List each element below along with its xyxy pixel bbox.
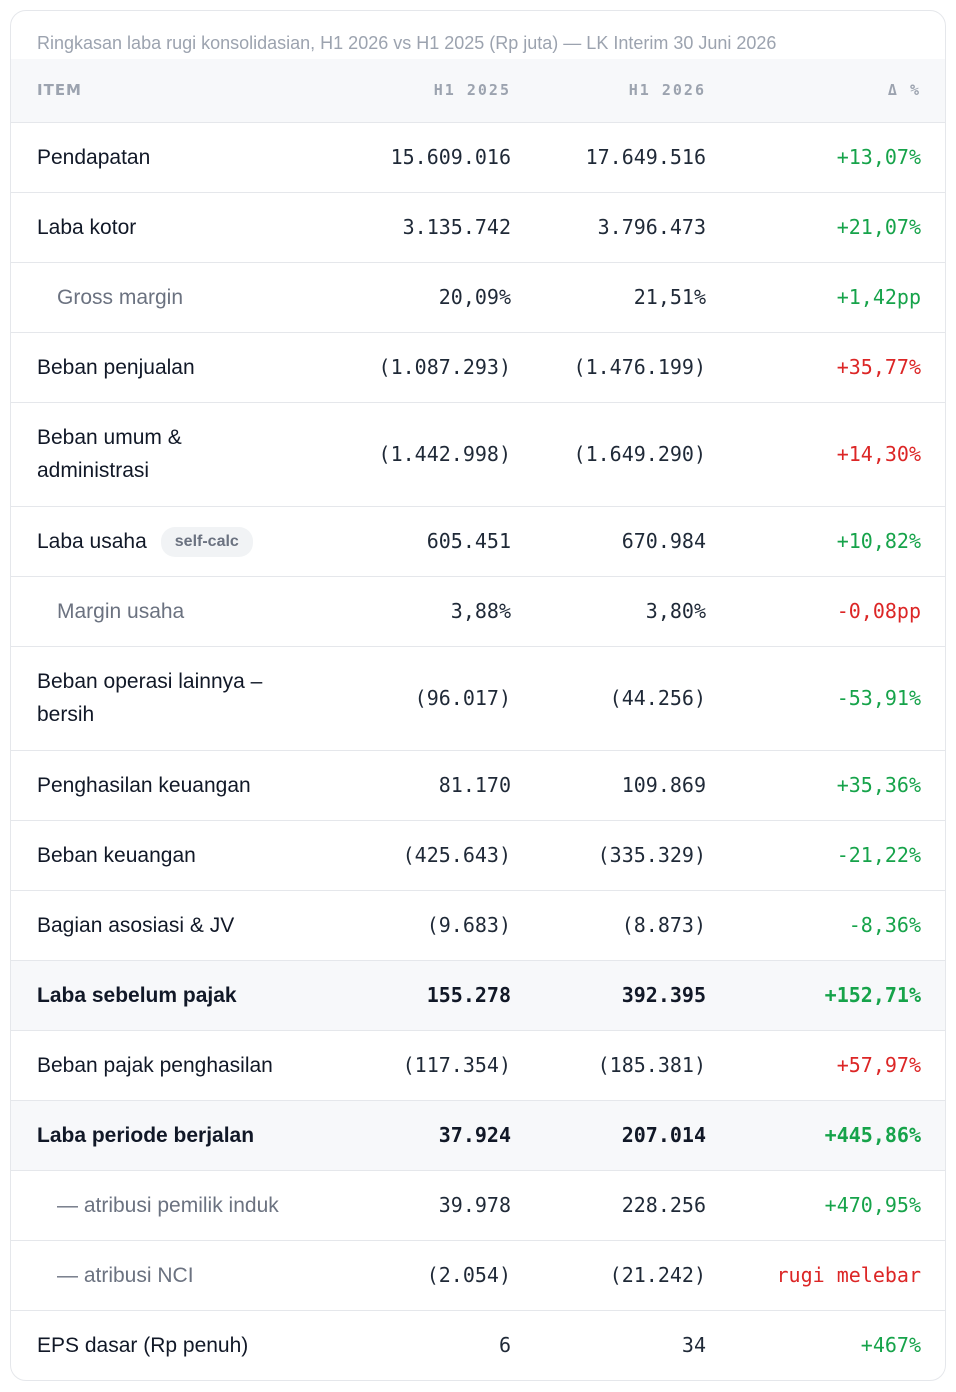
column-header-item: ITEM <box>11 59 321 123</box>
value-h1-2026: 17.649.516 <box>585 145 706 169</box>
table-caption: Ringkasan laba rugi konsolidasian, H1 20… <box>37 33 777 53</box>
value-h1-2025: 3,88% <box>450 599 511 623</box>
table-row-beban-umum-administrasi: Beban umum & administrasi (1.442.998) (1… <box>11 402 945 506</box>
table-row-gross-margin: Gross margin 20,09% 21,51% +1,42pp <box>11 262 945 332</box>
table-row-pendapatan: Pendapatan 15.609.016 17.649.516 +13,07% <box>11 122 945 192</box>
value-delta: +14,30% <box>836 442 921 466</box>
value-h1-2026: 21,51% <box>633 285 706 309</box>
value-h1-2025: 20,09% <box>438 285 511 309</box>
table-row-laba-periode-berjalan: Laba periode berjalan 37.924 207.014 +44… <box>11 1100 945 1170</box>
self-calc-badge: self-calc <box>160 526 253 557</box>
table-row-atribusi-pemilik-induk: — atribusi pemilik induk 39.978 228.256 … <box>11 1170 945 1240</box>
value-h1-2025: 81.170 <box>438 773 511 797</box>
value-h1-2026: (21.242) <box>609 1263 706 1287</box>
value-h1-2025: 37.924 <box>438 1123 511 1147</box>
value-delta: +57,97% <box>836 1053 921 1077</box>
value-h1-2025: (9.683) <box>426 913 511 937</box>
value-h1-2026: (335.329) <box>597 843 706 867</box>
value-h1-2025: 6 <box>498 1333 511 1358</box>
row-label: Beban pajak penghasilan <box>37 1053 273 1077</box>
value-h1-2026: (44.256) <box>609 686 706 710</box>
table-row-laba-usaha: Laba usaha self-calc 605.451 670.984 +10,… <box>11 506 945 576</box>
row-label: Laba periode berjalan <box>37 1123 255 1147</box>
row-label-text: Beban umum & administrasi <box>37 426 182 482</box>
row-label: Penghasilan keuangan <box>37 773 251 797</box>
value-delta: +467% <box>860 1333 921 1358</box>
value-h1-2026: 392.395 <box>621 983 706 1007</box>
value-h1-2025: 605.451 <box>426 529 511 553</box>
value-h1-2025: (2.054) <box>426 1263 511 1287</box>
column-header-delta: Δ % <box>712 59 945 123</box>
value-h1-2025: (96.017) <box>414 686 511 710</box>
value-h1-2025: (425.643) <box>402 843 511 867</box>
value-delta: +35,77% <box>836 355 921 379</box>
value-h1-2026: (8.873) <box>621 913 706 937</box>
value-h1-2026: 3.796.473 <box>597 215 706 239</box>
value-h1-2026: (1.476.199) <box>573 355 706 379</box>
value-h1-2025: (117.354) <box>402 1053 511 1077</box>
table-row-bagian-asosiasi-jv: Bagian asosiasi & JV (9.683) (8.873) -8,… <box>11 890 945 960</box>
row-label: Laba sebelum pajak <box>37 983 237 1007</box>
value-h1-2026: 3,80% <box>645 599 706 623</box>
row-label: — atribusi pemilik induk <box>57 1193 279 1217</box>
table-row-beban-operasi-lainnya: Beban operasi lainnya – bersih (96.017) … <box>11 646 945 750</box>
value-h1-2025: (1.087.293) <box>378 355 511 379</box>
table-row-beban-penjualan: Beban penjualan (1.087.293) (1.476.199) … <box>11 332 945 402</box>
value-h1-2026: (185.381) <box>597 1053 706 1077</box>
table-row-beban-keuangan: Beban keuangan (425.643) (335.329) -21,2… <box>11 820 945 890</box>
row-label: Beban umum & administrasi <box>11 402 321 506</box>
value-h1-2025: 3.135.742 <box>402 215 511 239</box>
row-label-text: Laba usaha <box>37 529 147 553</box>
table-row-laba-sebelum-pajak: Laba sebelum pajak 155.278 392.395 +152,… <box>11 960 945 1030</box>
table-row-beban-pajak-penghasilan: Beban pajak penghasilan (117.354) (185.3… <box>11 1030 945 1100</box>
column-header-h1-2025: H1 2025 <box>321 59 517 123</box>
value-delta: -8,36% <box>848 913 921 937</box>
table-row-margin-usaha: Margin usaha 3,88% 3,80% -0,08pp <box>11 576 945 646</box>
value-delta: +21,07% <box>836 215 921 239</box>
value-h1-2026: 228.256 <box>621 1193 706 1217</box>
value-h1-2026: 109.869 <box>621 773 706 797</box>
value-delta: +1,42pp <box>836 285 921 309</box>
value-delta: +13,07% <box>836 145 921 169</box>
row-label: Beban penjualan <box>37 355 195 379</box>
value-h1-2025: 15.609.016 <box>390 145 511 169</box>
row-label: Gross margin <box>57 285 184 309</box>
table-row-eps-dasar: EPS dasar (Rp penuh) 6 34 +467% <box>11 1310 945 1380</box>
table-row-atribusi-nci: — atribusi NCI (2.054) (21.242) rugi mel… <box>11 1240 945 1310</box>
value-delta: -21,22% <box>836 843 921 867</box>
value-delta: +10,82% <box>836 529 921 553</box>
value-h1-2026: 207.014 <box>621 1123 706 1147</box>
value-h1-2025: 39.978 <box>438 1193 511 1217</box>
income-summary-card: Ringkasan laba rugi konsolidasian, H1 20… <box>10 10 946 1381</box>
value-delta: +445,86% <box>824 1123 921 1147</box>
row-label: Beban keuangan <box>37 843 196 867</box>
value-h1-2026: (1.649.290) <box>573 442 706 466</box>
value-delta: -53,91% <box>836 686 921 710</box>
value-delta: -0,08pp <box>836 599 921 623</box>
row-label: Laba kotor <box>37 215 137 239</box>
value-h1-2026: 670.984 <box>621 529 706 553</box>
row-label: Bagian asosiasi & JV <box>37 913 235 937</box>
row-label: — atribusi NCI <box>57 1263 194 1287</box>
row-label: Beban operasi lainnya – bersih <box>11 646 321 750</box>
value-delta: +35,36% <box>836 773 921 797</box>
value-h1-2026: 34 <box>681 1333 706 1358</box>
table-row-penghasilan-keuangan: Penghasilan keuangan 81.170 109.869 +35,… <box>11 750 945 820</box>
row-label: Laba usaha self-calc <box>11 506 321 576</box>
income-statement-table: ITEM H1 2025 H1 2026 Δ % Pendapatan 15.6… <box>11 59 945 1380</box>
value-h1-2025: 155.278 <box>426 983 511 1007</box>
row-label: EPS dasar (Rp penuh) <box>37 1333 249 1357</box>
table-header-row: ITEM H1 2025 H1 2026 Δ % <box>11 59 945 123</box>
row-label-text: Beban operasi lainnya – bersih <box>37 670 263 726</box>
value-delta: +470,95% <box>824 1193 921 1217</box>
value-h1-2025: (1.442.998) <box>378 442 511 466</box>
table-row-laba-kotor: Laba kotor 3.135.742 3.796.473 +21,07% <box>11 192 945 262</box>
value-delta: +152,71% <box>824 983 921 1007</box>
row-label: Pendapatan <box>37 145 151 169</box>
column-header-h1-2026: H1 2026 <box>517 59 712 123</box>
value-delta: rugi melebar <box>776 1263 922 1287</box>
row-label: Margin usaha <box>57 599 185 623</box>
